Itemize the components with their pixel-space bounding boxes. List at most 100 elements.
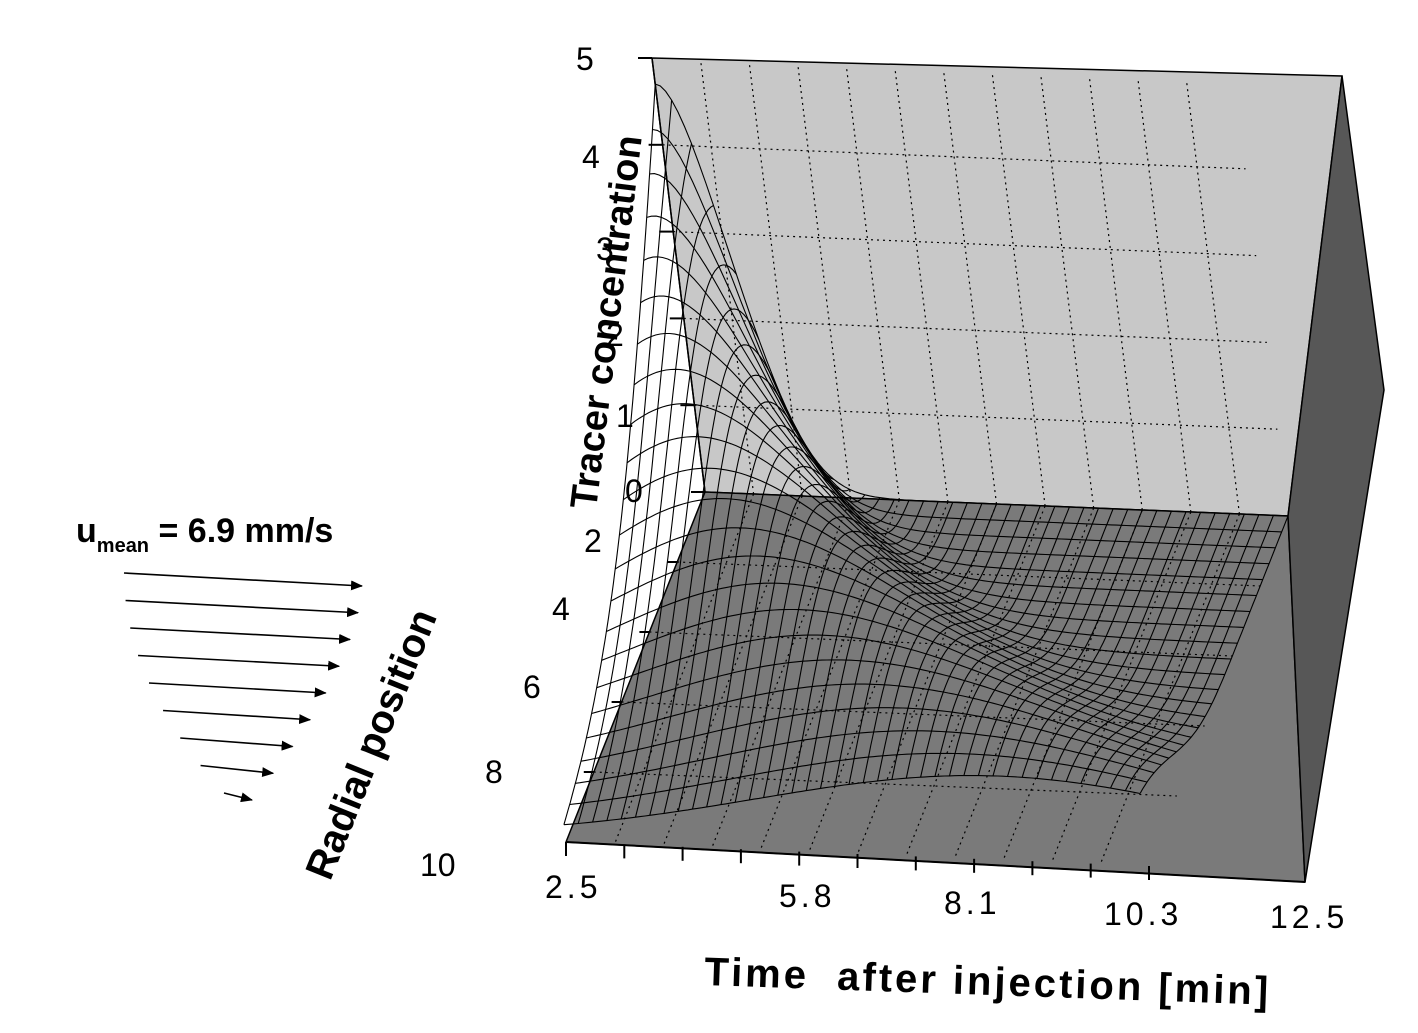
mesh-line-42 (834, 503, 983, 787)
x-tick-label-2: 5.8 (779, 878, 835, 914)
grid-line-7 (759, 499, 900, 851)
x-tick-label-1: 2.5 (545, 869, 601, 905)
mesh-line-55 (1021, 510, 1172, 778)
mesh-line-34 (720, 465, 866, 805)
grid-line-4 (797, 63, 852, 499)
grid-line-27 (649, 631, 1233, 657)
axis-ticks (565, 57, 1150, 880)
x-axis-title: Time after injection [min] (704, 950, 1272, 1014)
grid-line-5 (711, 497, 852, 849)
x-tick-label-5: 12.5 (1270, 899, 1348, 935)
mesh-line-41 (819, 502, 968, 789)
y-tick-label-2: 2 (584, 523, 602, 559)
z-tick-label-0: 0 (625, 473, 643, 509)
mesh-line-54 (1006, 510, 1158, 777)
velocity-arrow-8 (223, 792, 253, 803)
mesh-line-29 (649, 344, 781, 816)
velocity-arrow-4 (148, 682, 327, 698)
mesh-line-33 (706, 446, 850, 808)
velocity-arrow-2 (130, 627, 352, 644)
velocity-profile-arrows (123, 572, 363, 803)
mesh-line-37 (763, 499, 910, 798)
y-tick-label-10: 10 (420, 847, 456, 883)
mesh-line-51 (963, 508, 1114, 776)
mesh-line-43 (848, 503, 998, 785)
grid-line-21 (1099, 513, 1240, 865)
mesh-line-57 (1050, 512, 1202, 781)
y-tick-label-6: 6 (523, 669, 541, 705)
mesh-line-27 (620, 264, 737, 820)
mesh-line-59 (1080, 513, 1231, 784)
mesh-line-48 (920, 506, 1070, 778)
grid-line-20 (1185, 79, 1241, 515)
z-axis-line (651, 57, 706, 493)
grid-line-14 (1040, 73, 1095, 509)
grid-line-12 (991, 71, 1046, 507)
grid-line-9 (808, 501, 949, 853)
grid-line-1 (614, 493, 755, 845)
y-tick-label-4: 4 (552, 591, 570, 627)
grid-line-8 (894, 67, 949, 503)
z-tick-label-3: 3 (596, 231, 614, 267)
mesh-line-30 (663, 374, 800, 814)
grid-line-19 (1051, 511, 1192, 863)
mesh-line-26 (606, 205, 714, 821)
velocity-arrow-7 (200, 764, 275, 778)
grid-line-0 (699, 59, 755, 495)
velocity-value: = 6.9 mm/s (149, 512, 333, 550)
grid-line-15 (954, 507, 1095, 859)
grid-line-18 (1137, 77, 1192, 513)
mesh-line-50 (948, 507, 1100, 777)
mesh-line-38 (777, 500, 925, 796)
mesh-line-47 (905, 506, 1056, 779)
mesh-line-24 (577, 100, 673, 824)
surface-mesh (563, 83, 1289, 826)
floor-plane (564, 491, 1306, 883)
mesh-line-40 (805, 501, 954, 791)
grid-line-25 (662, 144, 1246, 170)
mesh-line-62 (1124, 515, 1274, 791)
z-tick-label-5: 5 (576, 41, 594, 77)
grid-line-16 (1088, 75, 1143, 511)
mesh-line-52 (977, 509, 1129, 776)
velocity-label: umean = 6.9 mm/s (76, 512, 333, 557)
grid-line-10 (942, 69, 998, 505)
mesh-line-56 (1036, 511, 1187, 779)
mesh-line-28 (634, 308, 760, 818)
velocity-symbol: u (76, 512, 97, 550)
y-axis-title: Radial position (298, 603, 446, 885)
mesh-line-39 (791, 501, 939, 794)
velocity-arrow-0 (123, 572, 363, 591)
velocity-arrow-3 (138, 654, 341, 671)
grid-line-3 (662, 495, 803, 847)
mesh-line-49 (934, 507, 1085, 777)
mesh-line-63 (1139, 515, 1289, 794)
velocity-arrow-6 (180, 737, 294, 751)
mesh-line-53 (992, 509, 1143, 777)
mesh-line-35 (734, 483, 881, 803)
z-tick-label-1: 1 (616, 398, 634, 434)
mesh-line-60 (1095, 513, 1245, 786)
grid-line-6 (845, 65, 900, 501)
grid-line-26 (677, 561, 1261, 587)
back-wall (651, 57, 1343, 517)
grid-line-13 (905, 505, 1046, 857)
velocity-subscript: mean (97, 535, 149, 557)
mesh-line-32 (691, 424, 835, 810)
z-tick-label-4: 4 (582, 139, 600, 175)
grid-line-23 (683, 317, 1267, 343)
mesh-line-44 (862, 504, 1012, 783)
mesh-line-58 (1065, 512, 1216, 782)
velocity-arrow-1 (125, 599, 360, 618)
x-tick-label-3: 8.1 (944, 885, 1000, 921)
z-axis-title: Tracer concentration (563, 133, 650, 511)
mesh-line-25 (592, 143, 693, 823)
x-tick-label-4: 10.3 (1104, 896, 1182, 932)
grid-line-24 (673, 231, 1257, 257)
y-tick-label-8: 8 (485, 754, 503, 790)
grid-line-17 (1002, 509, 1143, 861)
mesh-line-23 (563, 83, 656, 825)
grid-line-22 (694, 404, 1278, 430)
velocity-arrow-5 (163, 709, 312, 725)
